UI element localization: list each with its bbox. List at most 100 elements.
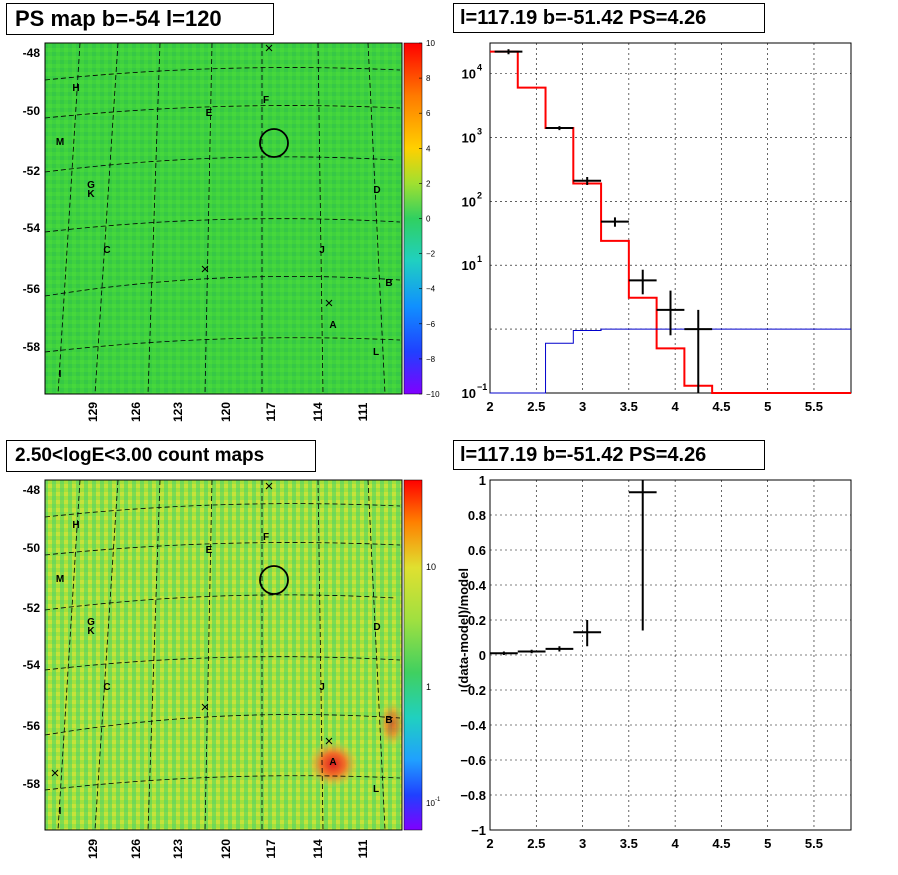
ps-map-source-label: A [329, 320, 336, 331]
ps-map-lat-tick: -50 [23, 104, 41, 118]
residual-x-tick-label: 3.5 [620, 836, 638, 851]
ps-map-graticule [44, 42, 401, 395]
count-map-source-label: C [103, 682, 110, 693]
ps-map-source-labels: H E F M GK D C J B A L I [56, 83, 393, 380]
ps-map-source-label: M [56, 137, 64, 148]
ps-map-lon-tick: 117 [264, 402, 278, 422]
spectrum-grid [490, 43, 851, 393]
ps-map-lat-tick: -54 [23, 221, 41, 235]
count-map-lon-tick: 126 [129, 839, 143, 859]
ps-map-lat-tick: -48 [23, 46, 41, 60]
count-map-source-label: I [59, 806, 62, 817]
spectrum-y-tick-label: 10 [462, 386, 476, 401]
ps-colorbar-tick-label: 0 [426, 215, 431, 224]
count-map-source-label: B [385, 715, 392, 726]
residual-grid [490, 480, 851, 830]
count-map-hotspot-b [378, 700, 406, 748]
count-map-lon-tick: 111 [356, 839, 370, 858]
count-map-source-label: D [373, 622, 380, 633]
ps-colorbar-tick-label: 6 [426, 109, 431, 118]
ps-map-source-label: I [59, 369, 62, 380]
residual-x-tick-label: 2 [486, 836, 493, 851]
ps-map-source-label: H [72, 83, 79, 94]
ps-map-lat-tick: -58 [23, 340, 41, 354]
count-map-source-label: K [87, 626, 95, 637]
ps-map-lon-tick: 120 [219, 402, 233, 422]
residual-y-tick-label: 0.6 [468, 543, 486, 558]
count-map-colorbar [403, 479, 423, 831]
spectrum-x-tick-label: 5.5 [805, 399, 823, 414]
spectrum-y-tick-label: 10 [462, 258, 476, 273]
residual-title: l=117.19 b=-51.42 PS=4.26 [453, 440, 765, 470]
residual-x-tick-label: 4 [672, 836, 680, 851]
residual-x-tick-label: 5.5 [805, 836, 823, 851]
ps-colorbar-tick-label: 2 [426, 179, 431, 188]
spectrum-frame [489, 42, 852, 394]
spectrum-model-step-line [490, 50, 851, 394]
count-map-x-ticks: 129 126 123 120 117 114 111 [86, 839, 370, 859]
residual-x-tick-label: 2.5 [527, 836, 545, 851]
spectrum-ticks: 2 2.5 3 3.5 4 4.5 5 5.510 410 310 210 110 −1 [462, 62, 823, 414]
residual-y-tick-label: −0.8 [460, 788, 486, 803]
ps-map-source-label: K [87, 189, 95, 200]
count-map-target-circle [259, 565, 289, 595]
residual-y-tick-label: 1 [479, 473, 486, 488]
ps-map-source-label: F [263, 95, 269, 106]
ps-map-cross-markers [201, 44, 333, 307]
count-map-source-label: J [319, 682, 325, 693]
count-colorbar-tick-label: 10 [426, 562, 436, 572]
count-map-source-labels: H E F M GK D C J B A L I [56, 520, 393, 817]
residual-x-tick-label: 4.5 [712, 836, 730, 851]
count-map-lat-tick: -50 [23, 541, 41, 555]
ps-colorbar-tick-label: 8 [426, 74, 431, 83]
ps-map-source-label: J [319, 245, 325, 256]
count-map-lon-tick: 123 [171, 839, 185, 859]
ps-map-title: PS map b=-54 l=120 [6, 3, 274, 35]
residual-x-tick-label: 5 [764, 836, 771, 851]
ps-map-lon-tick: 111 [356, 402, 370, 421]
ps-map-target-circle [259, 128, 289, 158]
ps-map-lat-tick: -56 [23, 282, 41, 296]
ps-map-x-ticks: 129 126 123 120 117 114 111 [86, 402, 370, 422]
count-map-graticule [44, 479, 401, 831]
spectrum-title: l=117.19 b=-51.42 PS=4.26 [453, 3, 765, 33]
ps-map-source-label: C [103, 245, 110, 256]
residual-y-tick-label: −0.6 [460, 753, 486, 768]
residual-y-tick-label: −0.4 [460, 718, 486, 733]
count-map-lon-tick: 120 [219, 839, 233, 859]
ps-colorbar-tick-label: 4 [426, 144, 431, 153]
count-map-source-label: G [87, 617, 95, 628]
ps-map-source-label: B [385, 278, 392, 289]
count-colorbar-tick-label: 1 [426, 682, 431, 692]
residual-y-tick-label: −1 [471, 823, 486, 838]
spectrum-y-tick-exponent: −1 [477, 382, 487, 392]
ps-map-lon-tick: 123 [171, 402, 185, 422]
residual-ticks: 2 2.5 3 3.5 4 4.5 5 5.5 1 0.8 0.6 0.4 0.2 0 −0.2 −0.4 −0… [460, 473, 823, 851]
count-map-source-label: E [206, 545, 213, 556]
spectrum-y-tick-exponent: 1 [477, 254, 482, 264]
residual-panel: 2 2.5 3 3.5 4 4.5 5 5.5 1 0.8 0.6 0.4 0.2 0 −0.2 −0.4 −0… [456, 473, 852, 851]
residual-y-tick-label: 0.4 [468, 578, 487, 593]
ps-map-image [45, 43, 402, 394]
count-map-source-label: H [72, 520, 79, 531]
ps-map-lon-tick: 126 [129, 402, 143, 422]
ps-colorbar-tick-label: −6 [426, 320, 436, 329]
ps-colorbar-tick-label: −8 [426, 355, 436, 364]
count-map-lat-tick: -52 [23, 601, 41, 615]
ps-colorbar-tick-label: −2 [426, 250, 436, 259]
count-map-lat-tick: -58 [23, 777, 41, 791]
residual-y-tick-label: 0.2 [468, 613, 486, 628]
spectrum-x-tick-label: 4 [672, 399, 680, 414]
count-map-lon-tick: 129 [86, 839, 100, 859]
residual-y-tick-label: 0 [479, 648, 486, 663]
ps-map-source-label: D [373, 185, 380, 196]
ps-map-source-label: L [373, 347, 379, 358]
spectrum-y-tick-exponent: 3 [477, 126, 482, 136]
ps-colorbar-tick-label: 10 [426, 39, 435, 48]
residual-y-tick-label: 0.8 [468, 508, 486, 523]
count-map-source-label: A [329, 757, 336, 768]
count-map-lat-tick: -48 [23, 483, 41, 497]
residual-y-axis-label: (data-model)/model [456, 568, 471, 688]
